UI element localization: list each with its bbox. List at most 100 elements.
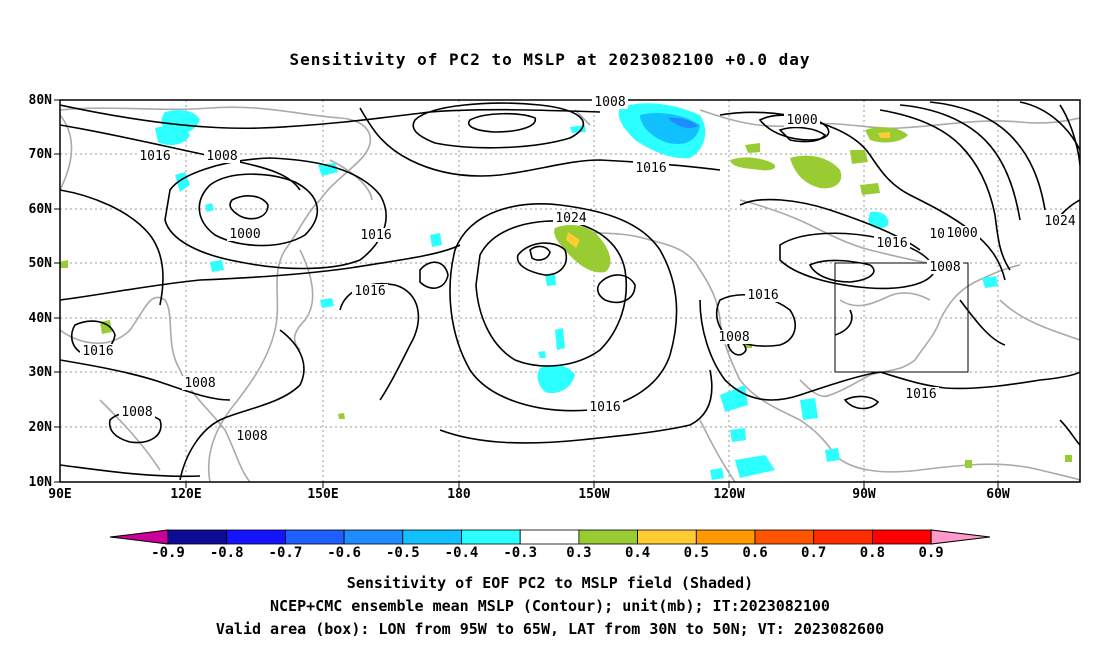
caption-line-3: Valid area (box): LON from 95W to 65W, L… xyxy=(215,620,885,638)
lat-label: 30N xyxy=(29,365,53,380)
lat-label: 10N xyxy=(29,475,53,490)
contour-label: 1016 xyxy=(876,236,907,251)
latitude-labels: 80N 70N 60N 50N 40N 30N 20N 10N xyxy=(29,93,53,490)
lon-label: 120W xyxy=(713,487,744,502)
lon-label: 60W xyxy=(986,487,1010,502)
colorbar-swatch xyxy=(167,529,228,545)
contour-label-bg xyxy=(1042,214,1078,228)
longitude-ticks xyxy=(185,482,999,488)
colorbar-tick-label: -0.7 xyxy=(269,545,303,561)
latitude-ticks xyxy=(54,99,60,483)
lon-label: 150W xyxy=(578,487,609,502)
contour-label-bg xyxy=(874,236,910,250)
contour-label-bg xyxy=(944,226,980,240)
contour-label: 1016 xyxy=(905,387,936,402)
colorbar-tick-label: 0.7 xyxy=(801,545,826,561)
lat-label: 50N xyxy=(29,256,53,271)
colorbar-tick-label: 0.8 xyxy=(860,545,885,561)
colorbar-swatch xyxy=(637,529,697,545)
contour-label-bg xyxy=(137,149,173,163)
colorbar-labels: -0.9 -0.8 -0.7 -0.6 -0.5 -0.4 -0.3 0.3 0.4 0.5 0.6… xyxy=(151,545,944,561)
colorbar-tick-label: -0.9 xyxy=(151,545,185,561)
contour-label: 1008 xyxy=(184,376,215,391)
colorbar-swatch xyxy=(402,529,462,545)
colorbar-swatch xyxy=(578,529,639,545)
contour-label: 1008 xyxy=(718,330,749,345)
contour-label: 1016 xyxy=(360,228,391,243)
colorbar-swatch xyxy=(461,529,521,545)
shaded-sensitivity xyxy=(60,103,1072,480)
colorbar-swatch xyxy=(519,529,580,545)
valid-area-box xyxy=(834,262,969,373)
contour-label: 1008 xyxy=(236,429,267,444)
contour-label: 1016 xyxy=(589,400,620,415)
contour-labels: 1008 1016 1000 1016 1008 1016 1024 1000 1008 1016… xyxy=(80,95,1078,444)
contour-label-bg xyxy=(587,400,623,414)
contour-label: 1016 xyxy=(139,149,170,164)
colorbar-swatch xyxy=(754,529,815,545)
colorbar-tick-label: 0.3 xyxy=(566,545,591,561)
contour-label-bg xyxy=(903,387,939,401)
caption-line-1: Sensitivity of EOF PC2 to MSLP field (Sh… xyxy=(346,574,754,592)
coastlines xyxy=(60,106,1080,482)
contour-label: 1016 xyxy=(354,284,385,299)
contour-label-bg xyxy=(553,211,589,225)
contour-label: 1008 xyxy=(206,149,237,164)
contour-label: 1024 xyxy=(1044,214,1075,229)
contour-label-bg xyxy=(716,330,752,344)
contour-label-bg xyxy=(927,260,963,274)
contour-label: 1024 xyxy=(555,211,586,226)
contour-label: 1016 xyxy=(82,344,113,359)
lon-label: 120E xyxy=(170,487,201,502)
lat-label: 40N xyxy=(29,311,53,326)
contour-label: 1016 xyxy=(747,288,778,303)
contour-label-bg xyxy=(352,284,388,298)
map-title: Sensitivity of PC2 to MSLP at 2023082100… xyxy=(289,50,811,69)
contour-label-bg xyxy=(204,149,240,163)
contour-label-bg xyxy=(745,288,781,302)
caption-line-2: NCEP+CMC ensemble mean MSLP (Contour); u… xyxy=(270,597,830,615)
colorbar xyxy=(109,529,991,545)
map-frame xyxy=(59,99,1081,483)
colorbar-tick-label: -0.5 xyxy=(386,545,420,561)
contour-label-bg xyxy=(119,405,155,419)
lon-label: 180 xyxy=(447,487,471,502)
contour-label-bg xyxy=(227,227,263,241)
lat-label: 60N xyxy=(29,202,53,217)
lon-label: 90E xyxy=(48,487,71,502)
colorbar-swatch xyxy=(343,529,404,545)
colorbar-tick-label: 0.9 xyxy=(918,545,943,561)
contour-label: 1016 xyxy=(635,161,666,176)
colorbar-tick-label: -0.8 xyxy=(210,545,244,561)
contour-label: 1000 xyxy=(229,227,260,242)
lon-label: 150E xyxy=(307,487,338,502)
colorbar-left-arrow xyxy=(109,529,169,545)
contour-label: 1008 xyxy=(929,260,960,275)
contour-label: 1008 xyxy=(594,95,625,110)
contour-label: 1000 xyxy=(946,226,977,241)
lon-label: 90W xyxy=(852,487,876,502)
lat-label: 20N xyxy=(29,420,53,435)
contour-label-bg xyxy=(784,113,820,127)
contour-label-bg xyxy=(633,161,669,175)
colorbar-tick-label: -0.3 xyxy=(503,545,537,561)
longitude-labels: 90E 120E 150E 180 150W 120W 90W 60W xyxy=(48,487,1010,502)
lat-label: 80N xyxy=(29,93,53,108)
colorbar-right-arrow xyxy=(930,529,991,545)
contour-label-bg xyxy=(358,228,394,242)
contour-label-bg xyxy=(592,95,628,109)
colorbar-swatch xyxy=(226,529,286,545)
colorbar-tick-label: 0.6 xyxy=(742,545,767,561)
colorbar-tick-label: -0.6 xyxy=(327,545,361,561)
colorbar-tick-label: -0.4 xyxy=(445,545,479,561)
contour-label: 1000 xyxy=(786,113,817,128)
colorbar-swatch xyxy=(813,529,873,545)
contour-label-bg xyxy=(182,376,218,390)
colorbar-swatch xyxy=(284,529,345,545)
contour-label: 1008 xyxy=(121,405,152,420)
colorbar-swatch xyxy=(872,529,932,545)
contour-label-bg xyxy=(234,429,270,443)
contour-label-bg xyxy=(80,344,116,358)
colorbar-tick-label: 0.5 xyxy=(684,545,709,561)
